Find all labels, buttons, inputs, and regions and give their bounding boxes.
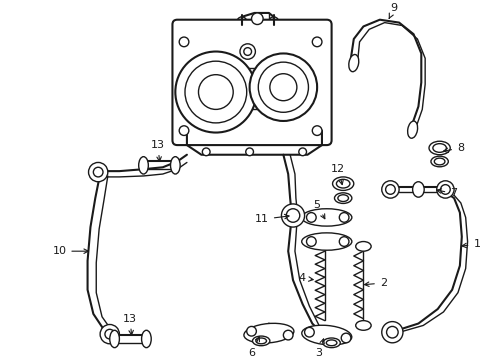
Circle shape [93,167,103,177]
Text: 10: 10 [52,246,88,256]
Circle shape [269,74,296,101]
Circle shape [249,53,317,121]
Ellipse shape [355,242,370,251]
Text: 7: 7 [436,188,456,198]
Text: 1: 1 [461,239,479,249]
Ellipse shape [407,121,417,138]
Circle shape [100,324,119,344]
Circle shape [298,148,306,156]
Ellipse shape [334,193,351,203]
Circle shape [304,327,314,337]
Circle shape [198,75,233,109]
Text: 5: 5 [313,200,324,219]
Ellipse shape [301,209,351,226]
Circle shape [283,330,292,340]
Circle shape [312,37,321,47]
Circle shape [258,62,308,112]
Text: 13: 13 [123,314,137,335]
Text: 8: 8 [443,143,463,153]
Circle shape [385,185,394,194]
Ellipse shape [428,141,449,155]
Text: 3: 3 [315,339,324,357]
Ellipse shape [355,321,370,330]
Circle shape [285,209,299,222]
Ellipse shape [433,158,444,165]
Ellipse shape [325,340,336,346]
Ellipse shape [109,330,119,348]
Text: 4: 4 [298,273,312,283]
Circle shape [381,321,402,343]
Circle shape [281,204,304,227]
Circle shape [306,237,316,246]
Circle shape [88,162,108,182]
Ellipse shape [336,179,349,188]
Circle shape [179,126,188,135]
Circle shape [184,61,246,123]
Ellipse shape [348,54,358,72]
Text: 9: 9 [388,3,397,18]
Circle shape [341,333,350,343]
Circle shape [179,37,188,47]
Circle shape [245,148,253,156]
Circle shape [105,329,114,339]
Circle shape [440,185,449,194]
Text: 13: 13 [151,140,164,161]
Ellipse shape [322,338,340,348]
Ellipse shape [430,156,447,167]
Circle shape [244,48,251,55]
Ellipse shape [255,338,266,344]
Circle shape [381,181,398,198]
Ellipse shape [301,325,351,345]
Ellipse shape [301,233,351,250]
Text: 2: 2 [364,278,386,288]
Text: 6: 6 [247,337,259,357]
Circle shape [175,51,256,132]
Text: 12: 12 [330,164,345,185]
Circle shape [251,13,263,24]
Ellipse shape [252,336,269,346]
Ellipse shape [139,157,148,174]
Circle shape [436,181,453,198]
Circle shape [312,126,321,135]
Ellipse shape [337,195,348,202]
Circle shape [339,237,348,246]
Ellipse shape [170,157,180,174]
Ellipse shape [244,323,293,343]
Ellipse shape [142,330,151,348]
Text: 11: 11 [254,214,288,224]
Ellipse shape [412,182,423,197]
Circle shape [339,213,348,222]
FancyBboxPatch shape [172,20,331,145]
Circle shape [202,148,210,156]
Circle shape [386,327,397,338]
Ellipse shape [432,144,446,152]
Ellipse shape [332,177,353,190]
Circle shape [306,213,316,222]
Circle shape [240,44,255,59]
Circle shape [246,327,256,336]
